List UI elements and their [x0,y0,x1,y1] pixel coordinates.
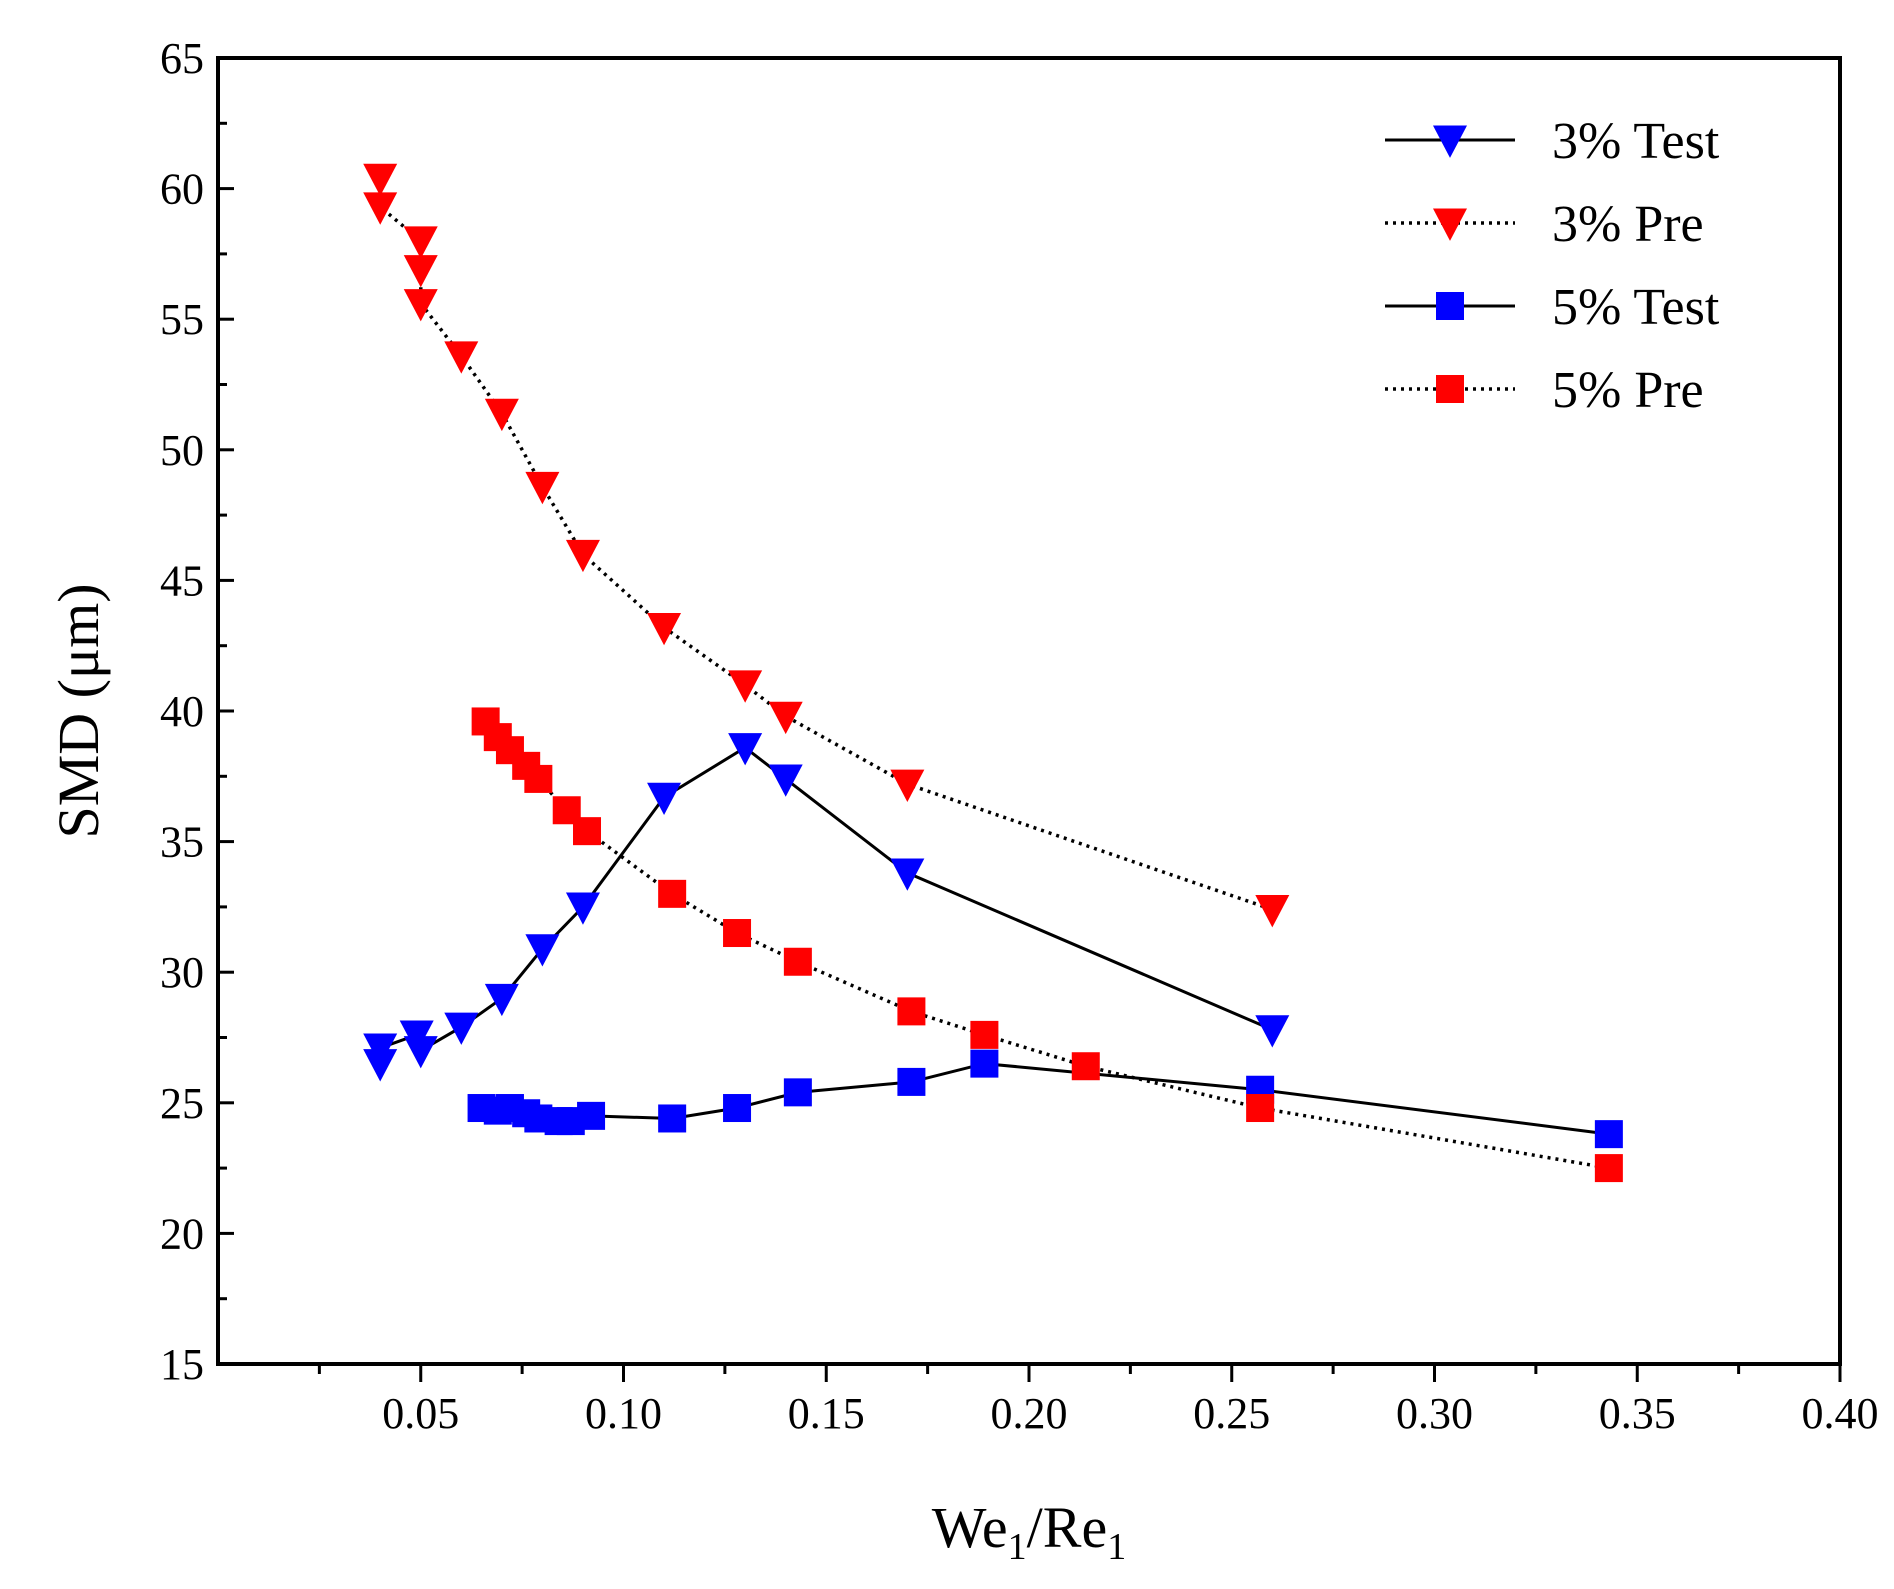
series-layer [363,163,1623,1183]
legend-item-3pct-pre: 3% Pre [1385,196,1704,253]
y-tick-label: 60 [160,165,204,214]
legend-marker [1433,208,1467,241]
legend-item-3pct-test: 3% Test [1385,113,1720,170]
data-point-5pct-pre [1246,1094,1275,1123]
data-point-3pct-test [647,782,682,816]
y-tick-label: 55 [160,295,204,344]
data-point-5pct-pre [573,817,602,846]
data-point-5pct-test [783,1078,812,1107]
x-axis-title: We1/Re1 [932,1495,1126,1568]
y-axis-title: SMD (μm) [46,583,111,838]
data-point-3pct-pre [403,289,438,322]
data-point-3pct-pre [363,192,398,225]
x-tick-label: 0.10 [585,1389,662,1438]
data-point-5pct-pre [1594,1154,1623,1183]
data-point-3pct-test [1255,1015,1290,1048]
y-tick-label: 30 [160,948,204,997]
data-point-3pct-pre [565,539,600,573]
data-point-5pct-test [970,1049,999,1078]
data-point-5pct-test [658,1104,687,1133]
data-point-5pct-test [1594,1120,1623,1149]
legend-label: 3% Pre [1552,196,1704,253]
data-point-3pct-pre [890,769,925,802]
series-line-3pct-pre [378,178,1273,912]
x-tick-label: 0.40 [1802,1389,1879,1438]
data-point-3pct-test [728,733,763,766]
x-tick-label: 0.35 [1599,1389,1676,1438]
legend-label: 5% Test [1552,279,1720,336]
data-point-3pct-test [403,1036,438,1069]
legend-item-5pct-test: 5% Test [1385,279,1720,336]
data-point-3pct-test [525,934,560,967]
y-tick-label: 25 [160,1079,204,1128]
data-point-3pct-pre [1255,895,1290,928]
data-point-5pct-pre [723,919,752,948]
data-point-3pct-pre [484,398,519,432]
data-point-3pct-pre [444,341,479,374]
data-point-5pct-pre [783,947,812,976]
x-tick-label: 0.30 [1396,1389,1473,1438]
y-tick-label: 35 [160,818,204,867]
x-tick-label: 0.15 [788,1389,865,1438]
series-5pct-test [467,1049,1623,1149]
legend-marker [1436,375,1464,403]
data-point-3pct-test [768,764,803,797]
legend-marker [1433,125,1467,158]
y-tick-label: 45 [160,556,204,605]
y-tick-label: 20 [160,1209,204,1258]
data-point-3pct-pre [403,255,438,288]
ticks-layer: 15 20 25 30 35 40 45 50 55 60 65 0.05 0.10 0.15 0.20 0.… [160,34,1879,1438]
x-tick-label: 0.25 [1193,1389,1270,1438]
data-point-3pct-test [890,858,925,891]
legend: 3% Test 3% Pre 5% Test 5% Pre [1385,113,1720,419]
data-point-5pct-pre [897,997,926,1026]
data-point-3pct-pre [363,163,398,197]
data-point-5pct-pre [970,1020,999,1049]
data-point-5pct-test [577,1101,606,1130]
legend-label: 5% Pre [1552,362,1704,419]
data-point-5pct-test [723,1094,752,1123]
series-line-3pct-test [378,745,1273,1064]
x-tick-label: 0.05 [382,1389,459,1438]
data-point-5pct-test [897,1067,926,1096]
data-point-3pct-pre [525,471,560,505]
data-point-5pct-pre [524,764,553,793]
data-point-3pct-pre [728,670,763,703]
data-point-3pct-pre [403,226,438,259]
data-point-5pct-pre [658,879,687,908]
legend-marker [1436,292,1464,320]
data-point-3pct-test [565,892,600,925]
y-tick-label: 40 [160,687,204,736]
series-3pct-test [363,733,1290,1082]
series-5pct-pre [471,707,1623,1183]
y-tick-label: 50 [160,426,204,475]
legend-label: 3% Test [1552,113,1720,170]
data-point-3pct-pre [647,612,682,646]
data-point-3pct-test [444,1012,479,1045]
y-tick-label: 65 [160,34,204,83]
legend-item-5pct-pre: 5% Pre [1385,362,1704,419]
series-line-5pct-test [481,1062,1610,1136]
y-tick-label: 15 [160,1340,204,1389]
x-tick-label: 0.20 [991,1389,1068,1438]
data-point-3pct-pre [768,701,803,735]
data-point-5pct-pre [1071,1052,1100,1081]
data-point-3pct-test [484,983,519,1017]
series-3pct-pre [363,163,1290,928]
data-point-3pct-test [363,1033,398,1066]
